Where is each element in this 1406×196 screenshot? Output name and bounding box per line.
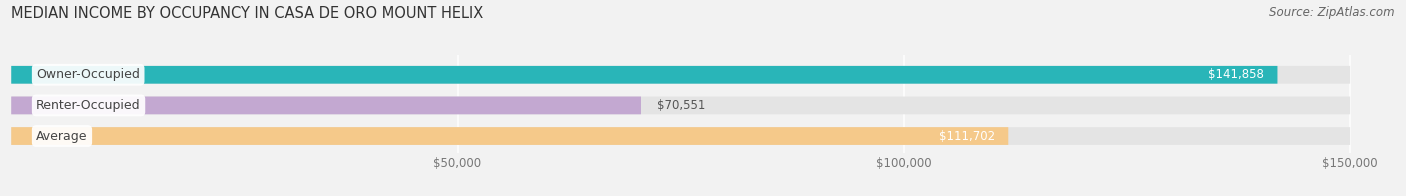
FancyBboxPatch shape bbox=[11, 127, 1350, 145]
Text: $141,858: $141,858 bbox=[1208, 68, 1264, 81]
FancyBboxPatch shape bbox=[11, 127, 1008, 145]
Text: Source: ZipAtlas.com: Source: ZipAtlas.com bbox=[1270, 6, 1395, 19]
Text: Owner-Occupied: Owner-Occupied bbox=[37, 68, 141, 81]
Text: $70,551: $70,551 bbox=[657, 99, 706, 112]
FancyBboxPatch shape bbox=[11, 66, 1350, 84]
Text: MEDIAN INCOME BY OCCUPANCY IN CASA DE ORO MOUNT HELIX: MEDIAN INCOME BY OCCUPANCY IN CASA DE OR… bbox=[11, 6, 484, 21]
Text: Average: Average bbox=[37, 130, 87, 142]
FancyBboxPatch shape bbox=[11, 97, 1350, 114]
Text: Renter-Occupied: Renter-Occupied bbox=[37, 99, 141, 112]
FancyBboxPatch shape bbox=[11, 66, 1278, 84]
Text: $111,702: $111,702 bbox=[939, 130, 995, 142]
FancyBboxPatch shape bbox=[11, 97, 641, 114]
